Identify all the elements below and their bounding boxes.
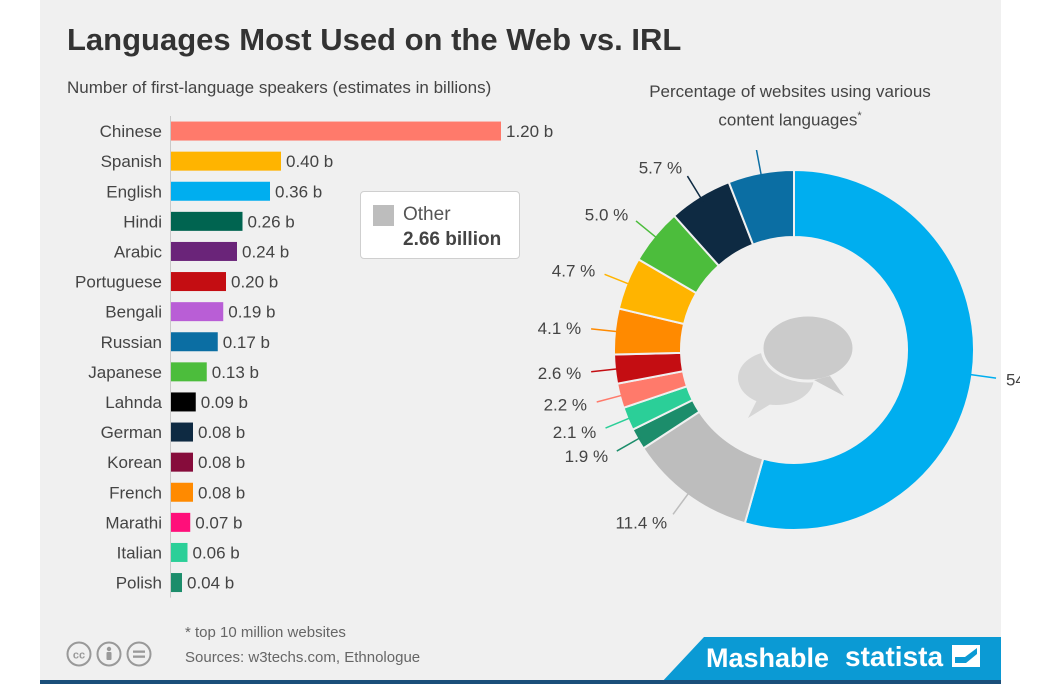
donut-value-label: 54.4 % (1006, 370, 1020, 389)
bar-value-label: 0.19 b (228, 303, 275, 322)
sources-text: Sources: w3techs.com, Ethnologue (185, 649, 421, 666)
donut-value-label: 2.2 % (544, 396, 587, 415)
bar-french (171, 482, 193, 502)
bar-category-label: French (109, 483, 162, 502)
donut-chart-subtitle: Percentage of websites using various con… (640, 80, 940, 133)
bar-value-label: 0.13 b (212, 363, 259, 382)
bar-category-label: Chinese (100, 122, 162, 141)
bar-chinese (171, 121, 501, 141)
donut-slice (727, 168, 795, 246)
bar-category-label: English (106, 182, 162, 201)
donut-value-label: 4.1 % (538, 319, 581, 338)
donut-subtitle-text: Percentage of websites using various con… (649, 82, 931, 130)
mashable-logo[interactable]: Mashable (706, 643, 830, 673)
bar-bengali (171, 302, 224, 322)
footnote-text: * top 10 million websites (185, 624, 346, 641)
donut-leader-line (596, 393, 626, 403)
bar-japanese (171, 362, 207, 382)
bar-russian (171, 332, 218, 352)
bar-lahnda (171, 392, 196, 412)
donut-value-label: 1.9 % (565, 447, 608, 466)
other-value: 2.66 billion (403, 229, 502, 250)
brand-band (660, 637, 1001, 684)
bottom-rule (40, 680, 1001, 684)
bar-value-label: 0.06 b (193, 543, 240, 562)
bar-category-label: Marathi (105, 513, 162, 532)
donut-leader-line (672, 489, 692, 515)
footer: cc * top 10 million websites Sources: w3… (40, 605, 1001, 684)
bar-value-label: 0.08 b (198, 423, 245, 442)
donut-value-label: 5.0 % (585, 206, 628, 225)
bar-value-label: 0.17 b (223, 333, 270, 352)
bar-korean (171, 452, 193, 472)
bar-value-label: 0.40 b (286, 152, 333, 171)
donut-value-label: 2.6 % (538, 364, 581, 383)
donut-chart: 54.4 % 11.4 % 1.9 % 2.1 % 2.2 % 2.6 % 4.1 % 4.7… (538, 150, 1020, 532)
svg-text:cc: cc (73, 650, 85, 662)
donut-leader-line (605, 415, 634, 429)
donut-value-label: 2.1 % (553, 423, 596, 442)
creative-commons-icons: cc (66, 641, 152, 667)
bar-portuguese (171, 272, 226, 292)
bar-value-label: 0.20 b (231, 273, 278, 292)
bar-category-label: Italian (117, 543, 162, 562)
bar-value-label: 0.08 b (198, 453, 245, 472)
bar-chart-subtitle: Number of first-language speakers (estim… (67, 78, 492, 97)
other-legend-box: Other 2.66 billion (360, 191, 520, 259)
bar-category-label: German (101, 423, 162, 442)
other-label: Other (403, 204, 451, 225)
bar-arabic (171, 241, 237, 261)
donut-leader-line (635, 220, 660, 241)
bar-category-label: Lahnda (105, 393, 162, 412)
donut-value-label: 5.7 % (639, 159, 682, 178)
bar-value-label: 0.07 b (195, 513, 242, 532)
bar-value-label: 0.36 b (275, 182, 322, 201)
bar-german (171, 422, 193, 442)
cc-icon: cc (66, 641, 92, 667)
bar-category-label: Japanese (88, 363, 162, 382)
bar-value-label: 0.04 b (187, 574, 234, 593)
bar-value-label: 0.26 b (248, 212, 295, 231)
bar-category-label: Spanish (101, 152, 162, 171)
attribution-icon (96, 641, 122, 667)
other-swatch (373, 205, 394, 226)
no-derivatives-icon (126, 641, 152, 667)
bar-category-label: Bengali (105, 303, 162, 322)
statista-logo[interactable]: statista (845, 641, 981, 673)
bar-english (171, 181, 270, 201)
speech-bubbles-icon (738, 313, 856, 418)
bar-hindi (171, 211, 243, 231)
bar-category-label: Hindi (123, 212, 162, 231)
donut-value-label: 11.4 % (615, 513, 667, 532)
donut-leader-line (755, 150, 763, 180)
bar-marathi (171, 512, 191, 532)
bar-value-label: 0.24 b (242, 242, 289, 261)
footnote-marker: * (857, 110, 862, 122)
page-title: Languages Most Used on the Web vs. IRL (67, 22, 682, 57)
bar-polish (171, 573, 182, 593)
bar-category-label: Polish (116, 574, 162, 593)
bar-value-label: 0.08 b (198, 483, 245, 502)
bar-category-label: Portuguese (75, 273, 162, 292)
bar-category-label: Arabic (114, 242, 163, 261)
donut-leader-line (966, 373, 997, 379)
donut-leader-line (591, 367, 622, 373)
statista-logo-text: statista (845, 641, 944, 672)
donut-leader-line (604, 273, 633, 287)
donut-leader-line (591, 328, 622, 333)
bar-category-label: Russian (101, 333, 162, 352)
statista-logo-icon (951, 645, 980, 667)
bar-value-label: 0.09 b (201, 393, 248, 412)
bar-category-label: Korean (107, 453, 162, 472)
donut-slice (743, 168, 975, 531)
donut-leader-line (616, 435, 644, 452)
donut-leader-line (686, 175, 704, 203)
bar-italian (171, 542, 188, 562)
bar-value-label: 1.20 b (506, 122, 553, 141)
bar-spanish (171, 151, 281, 171)
donut-value-label: 4.7 % (552, 262, 595, 281)
